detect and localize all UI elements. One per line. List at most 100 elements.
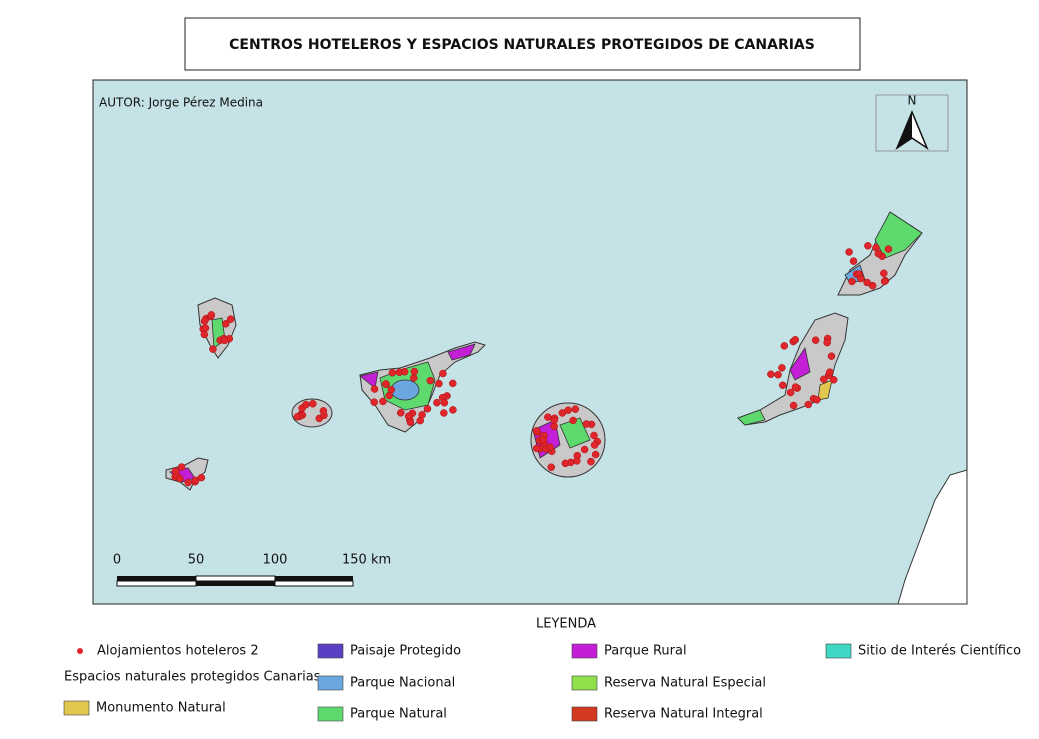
- legend-swatch: [317, 675, 344, 691]
- map-title: CENTROS HOTELEROS Y ESPACIOS NATURALES P…: [229, 37, 815, 53]
- hotel-points: [171, 242, 893, 487]
- north-arrow: N: [875, 94, 949, 152]
- protected-area: [447, 343, 476, 361]
- hotel-dot: [400, 367, 409, 376]
- hotel-dot: [220, 336, 229, 345]
- hotel-dot: [829, 376, 838, 384]
- hotel-dot: [433, 398, 441, 407]
- hotel-dot: [590, 441, 599, 449]
- legend-group: Espacios naturales protegidos Canarias: [64, 670, 321, 685]
- protected-area: [390, 379, 420, 401]
- hotel-dot: [590, 431, 598, 440]
- hotel-dot: [423, 405, 432, 413]
- hotel-dot: [571, 405, 580, 413]
- hotel-dot: [416, 416, 425, 425]
- hotel-dot: [582, 420, 591, 428]
- legend-label: Monumento Natural: [96, 701, 226, 716]
- hotel-dot: [200, 317, 209, 325]
- hotel-dot: [410, 374, 418, 382]
- hotel-dot: [439, 369, 447, 378]
- hotel-dot: [435, 379, 443, 388]
- hotel-dot: [778, 381, 787, 390]
- hotel-dot: [786, 388, 795, 397]
- hotel-dot: [440, 399, 449, 407]
- hotel-dot: [848, 277, 856, 286]
- scale-label: 100: [263, 553, 288, 568]
- hotel-dot: [863, 278, 871, 287]
- hotel-dot: [791, 383, 800, 391]
- hotel-dot: [564, 406, 572, 414]
- legend-label: Paisaje Protegido: [350, 644, 461, 659]
- hotel-dot: [207, 311, 216, 319]
- scale-segment: [116, 580, 197, 587]
- hotel-dot: [804, 400, 813, 409]
- hotel-dot: [539, 435, 548, 444]
- hotel-dot: [591, 450, 600, 459]
- legend: LEYENDA Alojamientos hoteleros 2 Espacio…: [63, 617, 1021, 722]
- hotel-dot: [789, 401, 798, 410]
- hotel-dot: [449, 379, 457, 388]
- legend-label: Alojamientos hoteleros 2: [97, 644, 259, 659]
- hotel-dot: [201, 324, 210, 332]
- scale-segment: [117, 576, 196, 581]
- hotel-dot: [379, 397, 387, 406]
- scale-segment: [195, 575, 276, 582]
- hotel-dot: [293, 413, 302, 421]
- hotel-dot: [426, 376, 435, 385]
- hotel-dot: [200, 330, 209, 339]
- protected-area: [737, 409, 766, 426]
- hotel-dot: [177, 463, 186, 471]
- hotel-dot: [561, 459, 570, 468]
- legend-swatch: [63, 700, 90, 716]
- hotel-dot: [404, 412, 413, 420]
- hotel-dot: [382, 380, 390, 388]
- author: AUTOR: Jorge Pérez Medina: [99, 96, 263, 110]
- legend-swatch: [825, 643, 852, 659]
- hotel-dot: [547, 463, 556, 471]
- hotel-dot: [826, 368, 834, 376]
- hotel-dot: [197, 473, 206, 482]
- hotel-dot: [449, 406, 457, 414]
- hotel-dot: [532, 444, 541, 453]
- hotel-dot: [845, 248, 853, 256]
- legend-label: Parque Natural: [350, 707, 447, 722]
- hotel-dot: [370, 385, 379, 393]
- protected-area: [817, 379, 833, 401]
- hotel-dot: [864, 242, 872, 250]
- legend-label: Reserva Natural Especial: [604, 676, 766, 691]
- hotel-dot: [370, 398, 378, 406]
- hotel-dot: [546, 443, 554, 451]
- hotel-dot: [857, 274, 865, 283]
- hotel-dot: [440, 409, 448, 417]
- hotel-dot: [302, 400, 310, 409]
- legend-title: LEYENDA: [536, 617, 596, 632]
- hotel-dot: [587, 457, 595, 466]
- scale-label: 0: [113, 553, 121, 568]
- legend-swatch: [317, 706, 344, 722]
- hotel-dot: [544, 413, 552, 421]
- protected-area: [359, 371, 379, 389]
- africa-coast: [897, 469, 968, 605]
- scale-label: 150 km: [342, 553, 391, 568]
- legend-point-symbol: [77, 648, 83, 654]
- hotel-dot: [820, 375, 828, 384]
- hotel-dot: [811, 336, 820, 344]
- hotel-dot: [222, 320, 230, 328]
- hotel-dot: [780, 342, 789, 350]
- legend-label: Parque Nacional: [350, 676, 455, 691]
- hotel-dot: [171, 467, 180, 475]
- title-box: [184, 17, 861, 71]
- hotel-dot: [184, 478, 192, 487]
- hotel-dot: [872, 243, 880, 252]
- hotel-dot: [319, 407, 328, 415]
- hotel-dot: [791, 336, 800, 344]
- hotel-dot: [410, 367, 419, 376]
- hotel-dot: [813, 396, 821, 404]
- hotel-dot: [580, 445, 589, 454]
- hotel-dot: [884, 245, 893, 253]
- scale-segment: [274, 580, 354, 587]
- islands: [165, 211, 968, 605]
- legend-swatch: [317, 643, 344, 659]
- hotel-dot: [767, 370, 775, 378]
